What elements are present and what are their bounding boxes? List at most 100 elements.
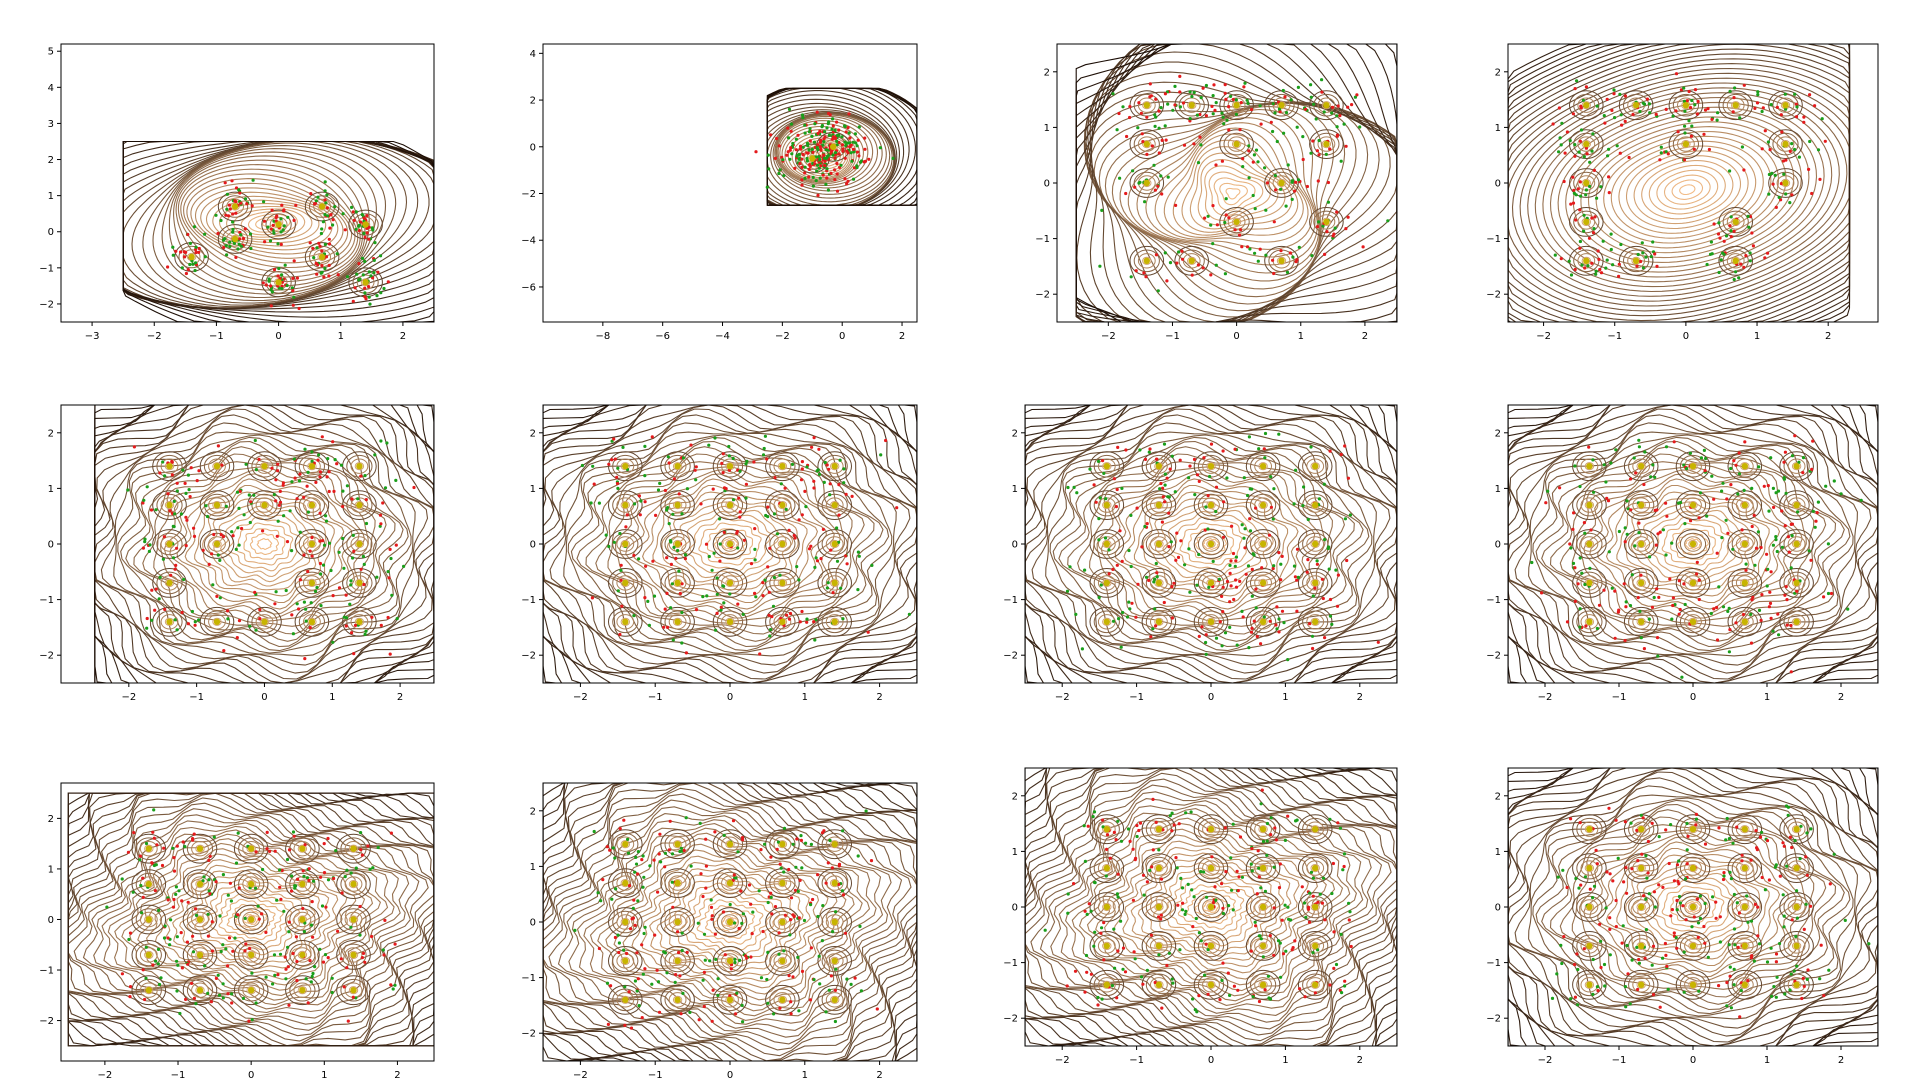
scatter-point (1605, 258, 1609, 262)
scatter-point (1264, 253, 1268, 257)
scatter-point (1309, 83, 1313, 87)
scatter-point (376, 270, 380, 274)
scatter-point (1197, 931, 1201, 935)
scatter-point (278, 500, 283, 504)
scatter-point (845, 562, 849, 566)
scatter-point (1233, 564, 1237, 568)
contour-local (208, 614, 226, 630)
scatter-point (1811, 509, 1815, 513)
scatter-point (819, 148, 823, 152)
scatter-point (739, 889, 743, 893)
contour-local (1783, 973, 1810, 997)
scatter-point (1748, 259, 1752, 263)
center-marker (1782, 102, 1789, 109)
scatter-point (1145, 968, 1149, 973)
plot-area (1025, 768, 1397, 1046)
scatter-point (777, 931, 781, 935)
contour-local (672, 617, 683, 626)
contour-local (1580, 938, 1599, 954)
scatter-point (1271, 129, 1275, 134)
scatter-point (1774, 995, 1778, 999)
scatter-point (841, 893, 846, 897)
scatter-point (321, 539, 325, 543)
scatter-point (181, 840, 185, 844)
scatter-point (1711, 895, 1715, 899)
contour-local (612, 493, 639, 517)
scatter-point (192, 534, 197, 539)
contour-local (777, 501, 788, 510)
contour-local (1102, 539, 1112, 549)
scatter-point (1286, 814, 1290, 818)
scatter-point (363, 235, 367, 239)
contour-local (769, 493, 796, 517)
scatter-point (1099, 931, 1103, 935)
scatter-point (317, 241, 321, 245)
contour-line (1106, 473, 1316, 615)
x-tick-label: −1 (648, 1070, 663, 1079)
scatter-point (1204, 83, 1208, 88)
scatter-point (245, 202, 249, 206)
contour-local (1577, 97, 1596, 113)
scatter-point (769, 891, 773, 895)
scatter-point (1569, 273, 1574, 277)
scatter-point (1236, 988, 1240, 992)
scatter-point (1220, 111, 1224, 115)
contour-line (679, 888, 781, 956)
center-marker (1741, 618, 1749, 625)
scatter-point (221, 535, 225, 539)
contour-line (114, 833, 389, 1006)
scatter-point (193, 620, 197, 624)
contour-local (1636, 864, 1646, 873)
scatter-point (632, 553, 636, 558)
contour-local (769, 832, 796, 856)
contour-local (765, 984, 800, 1015)
scatter-point (1592, 884, 1597, 888)
contour-local (1740, 539, 1750, 549)
contour-local (1245, 969, 1281, 1000)
center-marker (356, 463, 363, 470)
scatter-point (402, 564, 406, 569)
scatter-point (617, 950, 621, 955)
scatter-point (1296, 178, 1301, 182)
scatter-point (226, 617, 230, 621)
contour-local (1581, 178, 1592, 188)
contour-local (817, 451, 853, 482)
scatter-point (1268, 619, 1272, 623)
contour-local (664, 493, 691, 517)
contour-line (642, 484, 818, 604)
scatter-point (1722, 871, 1726, 875)
scatter-point (331, 218, 335, 222)
scatter-point (1642, 482, 1646, 487)
scatter-point (234, 255, 238, 259)
scatter-point (737, 496, 741, 500)
scatter-point (818, 129, 822, 133)
scatter-point (1068, 565, 1072, 569)
center-marker (308, 463, 316, 470)
scatter-point (1568, 542, 1572, 546)
scatter-point (1818, 177, 1822, 181)
scatter-point (1677, 882, 1681, 886)
scatter-point (1237, 875, 1241, 879)
center-marker (1312, 942, 1319, 950)
scatter-point (815, 169, 819, 173)
scatter-point (1308, 891, 1312, 895)
scatter-point (1272, 564, 1276, 568)
contour-line (1508, 44, 1851, 322)
scatter-point (768, 546, 772, 550)
scatter-point (734, 1012, 738, 1016)
scatter-point (769, 895, 773, 900)
scatter-point (1193, 1008, 1197, 1012)
center-marker (622, 841, 629, 848)
center-marker (1103, 826, 1111, 833)
contour-line (543, 793, 917, 1051)
scatter-point (793, 166, 797, 170)
center-marker (350, 845, 357, 852)
y-tick-label: 1 (1012, 847, 1018, 858)
scatter-point (843, 124, 847, 129)
scatter-point (235, 490, 240, 494)
contour-local (1142, 256, 1152, 265)
scatter-point (812, 140, 817, 144)
center-marker (1155, 826, 1163, 833)
scatter-point (1818, 977, 1822, 981)
